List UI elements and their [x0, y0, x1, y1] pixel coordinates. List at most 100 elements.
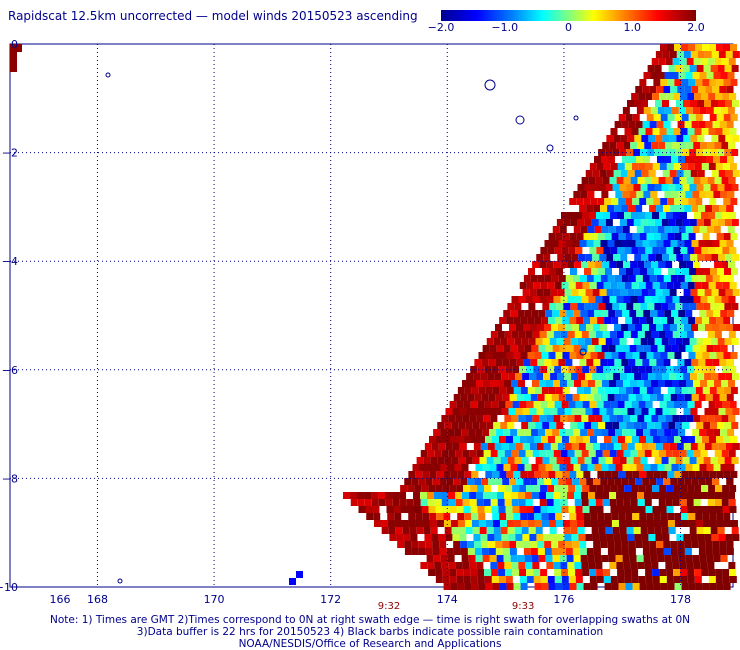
swath-cell: [504, 331, 512, 338]
swath-cell: [558, 478, 566, 485]
swath-cell: [708, 128, 716, 135]
swath-cell: [615, 310, 623, 317]
swath-cell: [641, 408, 649, 415]
swath-cell: [716, 520, 724, 527]
island-outline: [546, 144, 554, 152]
swath-cell: [533, 282, 541, 289]
swath-cell: [660, 198, 668, 205]
swath-cell: [521, 422, 529, 429]
swath-cell: [634, 135, 642, 142]
swath-cell: [548, 583, 556, 590]
swath-cell: [580, 464, 588, 471]
swath-cell: [557, 443, 565, 450]
swath-cell: [481, 394, 489, 401]
swath-cell: [671, 555, 679, 562]
swath-cell: [646, 198, 654, 205]
swath-cell: [731, 457, 739, 464]
swath-cell: [723, 387, 731, 394]
swath-cell: [683, 443, 691, 450]
swath-cell: [718, 408, 726, 415]
swath-cell: [423, 527, 431, 534]
swath-cell: [597, 317, 605, 324]
colorbar-tick-label: 0: [565, 21, 572, 34]
swath-cell: [690, 324, 698, 331]
swath-cell: [567, 296, 575, 303]
swath-cell: [626, 149, 634, 156]
swath-cell: [536, 324, 544, 331]
swath-cell: [634, 373, 642, 380]
swath-cell: [416, 457, 424, 464]
swath-cell: [653, 387, 661, 394]
swath-cell: [648, 254, 656, 261]
swath-cell: [623, 415, 631, 422]
swath-cell: [666, 576, 674, 583]
swath-cell: [585, 254, 593, 261]
lon-tick-label: 176: [553, 593, 574, 606]
swath-cell: [467, 394, 475, 401]
swath-cell: [653, 233, 661, 240]
swath-cell: [614, 478, 622, 485]
swath-cell: [605, 457, 613, 464]
swath-cell: [494, 324, 502, 331]
swath-cell: [460, 548, 468, 555]
swath-time-label: 9:33: [512, 601, 534, 610]
swath-cell: [719, 275, 727, 282]
swath-cell: [350, 492, 358, 499]
swath-cell: [444, 422, 452, 429]
lon-tick-label: 168: [87, 593, 108, 606]
swath-cell: [548, 317, 556, 324]
swath-cell: [693, 562, 701, 569]
swath-cell: [714, 212, 722, 219]
swath-cell: [661, 527, 669, 534]
swath-cell: [686, 415, 694, 422]
swath-cell: [665, 415, 673, 422]
swath-cell: [645, 366, 653, 373]
swath-cell: [546, 415, 554, 422]
swath-cell: [646, 352, 654, 359]
swath-cell: [699, 107, 707, 114]
swath-cell: [687, 436, 695, 443]
swath-cell: [674, 471, 682, 478]
swath-cell: [689, 100, 697, 107]
swath-cell: [552, 226, 560, 233]
swath-cell: [670, 86, 678, 93]
swath-cell: [536, 289, 544, 296]
swath-cell: [621, 478, 629, 485]
swath-cell: [660, 471, 668, 478]
swath-cell: [525, 562, 533, 569]
swath-cell: [705, 121, 713, 128]
swath-cell: [631, 576, 639, 583]
swath-cell: [612, 527, 620, 534]
swath-cell: [665, 177, 673, 184]
swath-cell: [725, 254, 733, 261]
swath-cell: [607, 541, 615, 548]
swath-cell: [536, 373, 544, 380]
swath-cell: [696, 457, 704, 464]
swath-cell: [458, 457, 466, 464]
swath-cell: [732, 170, 740, 177]
swath-cell: [594, 380, 602, 387]
swath-cell: [681, 44, 688, 51]
swath-cell: [696, 219, 704, 226]
swath-cell: [532, 492, 540, 499]
swath-cell: [638, 401, 646, 408]
swath-cell: [643, 72, 651, 79]
swath-cell: [691, 359, 699, 366]
swath-cell: [729, 401, 737, 408]
swath-cell: [720, 555, 728, 562]
swath-cell: [564, 324, 572, 331]
swath-cell: [681, 233, 689, 240]
swath-cell: [696, 422, 704, 429]
swath-cell: [622, 191, 630, 198]
swath-cell: [669, 135, 677, 142]
swath-cell: [617, 569, 625, 576]
swath-cell: [490, 492, 498, 499]
swath-cell: [701, 93, 709, 100]
swath-cell: [529, 534, 537, 541]
swath-cell: [498, 569, 506, 576]
swath-cell: [461, 555, 469, 562]
swath-cell: [636, 107, 644, 114]
swath-cell: [719, 205, 727, 212]
swath-cell: [439, 548, 447, 555]
